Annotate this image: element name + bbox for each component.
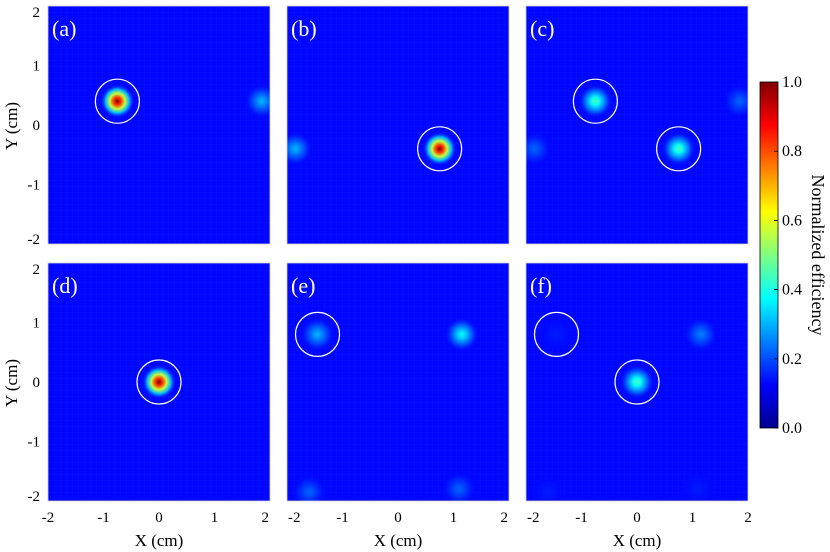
target-circle bbox=[533, 311, 580, 357]
x-tick-label: -1 bbox=[336, 510, 349, 526]
colorbar-tick-label: 0.6 bbox=[782, 212, 802, 229]
panel-label: (a) bbox=[52, 16, 76, 41]
heatmap-panel-6: (f) bbox=[525, 262, 749, 502]
x-axis-title-col2: X (cm) bbox=[374, 531, 423, 550]
x-tick-label: 0 bbox=[155, 510, 163, 526]
spots bbox=[292, 317, 479, 501]
colorbar-title: Normalized efficiency bbox=[808, 174, 828, 335]
x-tick-label: -1 bbox=[97, 510, 110, 526]
target-circle bbox=[136, 359, 182, 405]
y-axis-title-row2: Y (cm) bbox=[2, 359, 21, 407]
x-axis-title-col3: X (cm) bbox=[613, 531, 662, 550]
panel-frame bbox=[525, 262, 749, 502]
colorbar-tick-label: 0.0 bbox=[782, 420, 802, 437]
x-tick-label: 2 bbox=[744, 510, 752, 526]
intensity-spot bbox=[722, 84, 748, 119]
intensity-spot bbox=[620, 365, 654, 399]
intensity-spot bbox=[292, 475, 327, 501]
intensity-spot bbox=[142, 365, 176, 399]
heatmap-panel-2: (b) bbox=[286, 5, 510, 245]
x-tick-label: 1 bbox=[689, 510, 697, 526]
spots bbox=[287, 131, 457, 166]
panel-grid bbox=[48, 6, 270, 244]
colorbar-tick-label: 0.4 bbox=[782, 282, 802, 299]
y-tick-label: -2 bbox=[28, 489, 41, 505]
x-tick-label: 0 bbox=[394, 510, 402, 526]
y-tick-label: 1 bbox=[33, 59, 41, 75]
target-circle bbox=[294, 311, 341, 357]
y-tick-label: -2 bbox=[28, 232, 41, 248]
panels: (a) (b) (c) (d) (e) (f) bbox=[47, 5, 749, 502]
intensity-spot bbox=[422, 131, 457, 166]
target-circle bbox=[572, 78, 618, 124]
heatmap-panel-4: (d) bbox=[47, 262, 271, 502]
panel-frame bbox=[47, 5, 271, 245]
spots bbox=[100, 84, 270, 119]
intensity-spot bbox=[531, 475, 566, 501]
y-axis-title-row1: Y (cm) bbox=[2, 102, 21, 150]
intensity-spot bbox=[300, 317, 335, 352]
colorbar-tick-label: 0.8 bbox=[782, 143, 802, 160]
intensity-spot bbox=[287, 131, 313, 166]
panel-frame bbox=[525, 5, 749, 245]
x-tick-label: 2 bbox=[262, 510, 270, 526]
target-circle bbox=[94, 78, 140, 124]
panel-label: (d) bbox=[52, 273, 78, 298]
x-tick-label: 0 bbox=[633, 510, 641, 526]
heatmap-panel-1: (a) bbox=[47, 5, 271, 245]
y-tick-label: 2 bbox=[33, 262, 41, 278]
intensity-spot bbox=[681, 472, 716, 501]
panel-label: (c) bbox=[530, 16, 554, 41]
panel-label: (b) bbox=[291, 16, 317, 41]
x-axis-title-col1: X (cm) bbox=[135, 531, 184, 550]
panel-frame bbox=[47, 262, 271, 502]
x-tick-label: -2 bbox=[288, 510, 301, 526]
y-tick-label: 0 bbox=[33, 375, 41, 391]
colorbar-tick-label: 1.0 bbox=[782, 74, 802, 91]
intensity-spot bbox=[244, 84, 270, 119]
x-tick-label: 1 bbox=[211, 510, 219, 526]
intensity-spot bbox=[683, 317, 718, 352]
colorbar-ticks: 1.0 0.8 0.6 0.4 0.2 0.0 bbox=[774, 74, 802, 437]
panel-grid bbox=[287, 263, 509, 501]
x-tick-label: 1 bbox=[450, 510, 458, 526]
intensity-spot bbox=[539, 317, 574, 352]
x-tick-label: -2 bbox=[42, 510, 55, 526]
spots bbox=[142, 365, 176, 399]
x-tick-label: 2 bbox=[501, 510, 509, 526]
intensity-spot bbox=[100, 84, 135, 119]
x-axis: -2 -1 0 1 2 -2 -1 0 1 2 -2 -1 0 1 2 bbox=[42, 510, 752, 526]
spots bbox=[531, 317, 718, 501]
y-tick-label: 0 bbox=[33, 118, 41, 134]
y-axis: 2 1 0 -1 -2 2 1 0 -1 -2 bbox=[28, 5, 41, 505]
intensity-spot bbox=[526, 131, 552, 166]
heatmap-panel-3: (c) bbox=[525, 5, 749, 245]
colorbar-gradient bbox=[759, 81, 779, 429]
intensity-spot bbox=[442, 472, 477, 501]
y-tick-label: -1 bbox=[28, 178, 41, 194]
x-tick-label: -1 bbox=[575, 510, 588, 526]
heatmap-panel-5: (e) bbox=[286, 262, 510, 502]
panel-grid bbox=[287, 6, 509, 244]
panel-label: (e) bbox=[291, 273, 315, 298]
target-circle bbox=[417, 126, 463, 172]
y-tick-label: 1 bbox=[33, 316, 41, 332]
intensity-spot bbox=[444, 317, 479, 352]
panel-frame bbox=[286, 262, 510, 502]
y-tick-label: 2 bbox=[33, 5, 41, 21]
y-tick-label: -1 bbox=[28, 435, 41, 451]
intensity-spot bbox=[661, 131, 696, 166]
intensity-spot bbox=[578, 84, 613, 119]
target-circle bbox=[614, 359, 660, 405]
panel-grid bbox=[526, 6, 748, 244]
x-tick-label: -2 bbox=[527, 510, 540, 526]
target-circle bbox=[656, 126, 702, 172]
spots bbox=[526, 84, 748, 166]
panel-label: (f) bbox=[530, 273, 552, 298]
panel-frame bbox=[286, 5, 510, 245]
colorbar: 1.0 0.8 0.6 0.4 0.2 0.0 Normalized efficiency bbox=[759, 74, 828, 437]
colorbar-tick-label: 0.2 bbox=[782, 351, 802, 368]
